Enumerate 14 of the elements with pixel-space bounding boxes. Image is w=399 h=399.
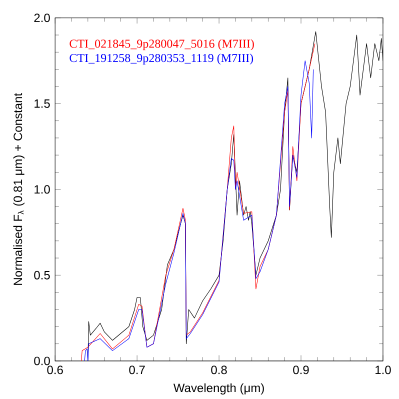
x-tick-label: 0.8: [211, 366, 227, 374]
x-tick-label: 0.9: [293, 366, 309, 374]
y-axis-title: Normalised F$_{λ}$ (0.81 μm) + Constant: [13, 93, 25, 285]
text: CTI_021845_9p280047_5016 (M7III): [70, 39, 254, 50]
x-tick-label: 0.7: [129, 366, 145, 374]
x-axis-title: Wavelength (μm): [173, 383, 264, 395]
x-tick-label: 1.0: [376, 366, 391, 374]
y-tick-label: 2.0: [34, 14, 50, 22]
text: CTI_191258_9p280353_1119 (M7III): [70, 54, 254, 65]
x-tick-label: 0.6: [47, 366, 63, 374]
y-tick-label: 1.5: [34, 99, 50, 108]
y-tick-label: 0.5: [34, 270, 50, 280]
y-tick-label: 1.0: [34, 185, 50, 194]
y-tick-label: 0.0: [34, 356, 50, 366]
